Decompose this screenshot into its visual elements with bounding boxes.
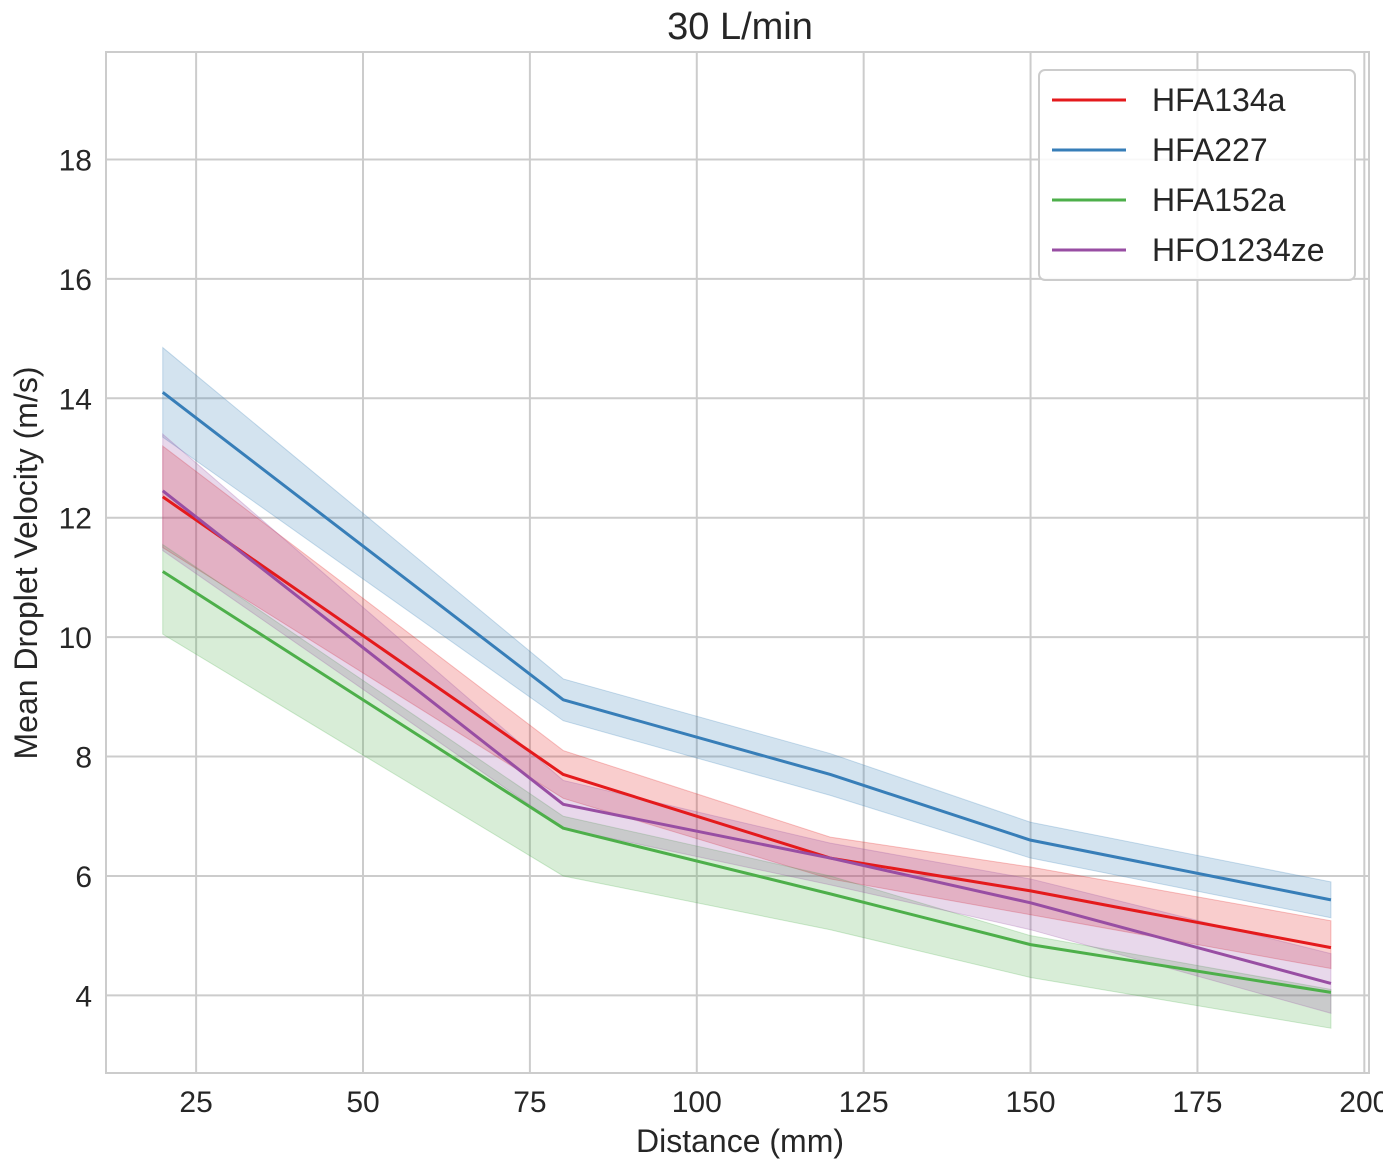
chart-title: 30 L/min [667,6,813,48]
y-tick-label: 16 [59,264,92,297]
band-hfo1234ze [162,433,1332,1014]
legend-label: HFA134a [1152,82,1286,118]
y-axis-title: Mean Droplet Velocity (m/s) [8,366,44,759]
confidence-bands [162,346,1332,1029]
x-axis-ticks: 25 50 75 100 125 150 175 200 [179,1086,1383,1119]
series-lines [161,391,1332,994]
legend-label: HFA227 [1152,132,1268,168]
x-tick-label: 75 [513,1086,546,1119]
y-tick-label: 6 [75,861,92,894]
x-tick-label: 25 [179,1086,212,1119]
grid [106,52,1369,1073]
y-tick-label: 14 [59,383,92,416]
plot-area-frame [105,51,1370,1074]
y-tick-label: 18 [59,144,92,177]
band-hfa134a [162,445,1332,970]
y-tick-label: 8 [75,742,92,775]
y-tick-label: 12 [59,503,92,536]
x-tick-label: 125 [839,1086,889,1119]
x-tick-label: 100 [672,1086,722,1119]
x-tick-label: 200 [1339,1086,1383,1119]
legend-frame [1038,69,1356,281]
line-hfa227 [161,391,1332,902]
band-hfa227 [162,346,1332,919]
y-tick-label: 10 [59,622,92,655]
legend-label: HFO1234ze [1152,232,1325,268]
legend: HFA134a HFA227 HFA152a HFO1234ze [1038,69,1356,281]
x-tick-label: 150 [1006,1086,1056,1119]
line-hfa152a [161,570,1332,994]
x-axis-title: Distance (mm) [636,1123,844,1159]
band-hfa152a [162,543,1332,1029]
x-tick-label: 175 [1172,1086,1222,1119]
x-tick-label: 50 [346,1086,379,1119]
line-hfo1234ze [161,489,1332,985]
legend-label: HFA152a [1152,182,1286,218]
y-axis-ticks: 4 6 8 10 12 14 16 18 [59,144,92,1013]
y-tick-label: 4 [75,980,92,1013]
